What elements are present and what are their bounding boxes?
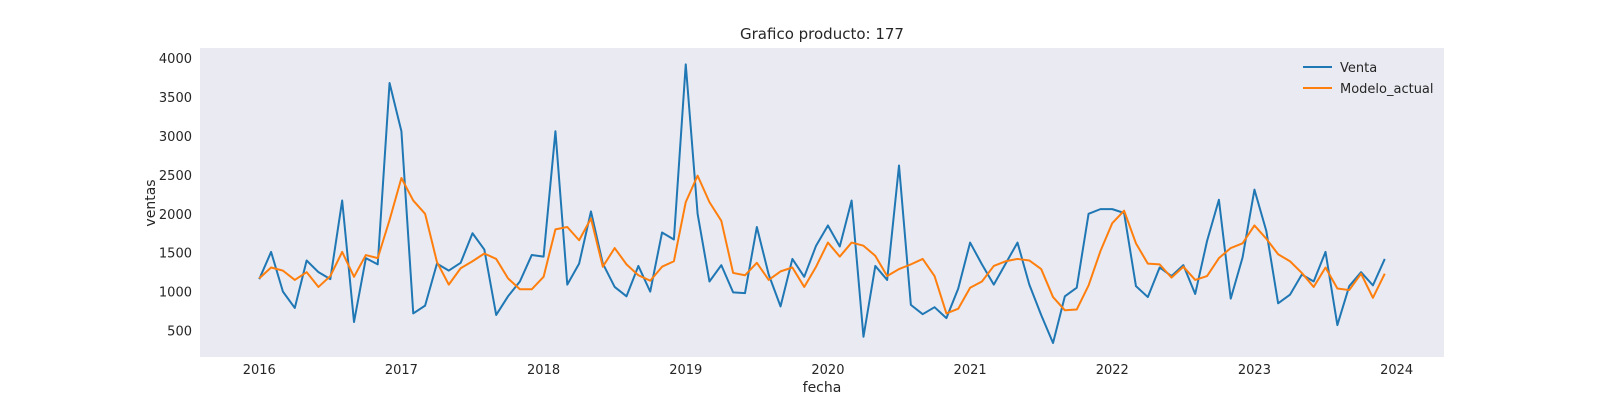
x-tick-label: 2017 <box>385 363 418 378</box>
y-tick-label: 1000 <box>159 286 192 301</box>
y-tick-label: 4000 <box>159 52 192 67</box>
y-tick-label: 500 <box>167 325 192 340</box>
plot-area <box>200 48 1444 357</box>
series-line-modelo-actual <box>258 174 1386 315</box>
y-tick-label: 3500 <box>159 91 192 106</box>
y-tick-label: 2000 <box>159 208 192 223</box>
y-tick-label: 3000 <box>159 130 192 145</box>
x-tick-label: 2022 <box>1096 363 1129 378</box>
x-axis-label: fecha <box>803 380 842 396</box>
axis-ticks: 500 1000 1500 2000 2500 3000 3500 4000 2016 2017 2… <box>159 52 1413 378</box>
series-lines <box>258 63 1386 344</box>
series-line-venta <box>258 63 1386 344</box>
legend: Venta Modelo_actual <box>1303 61 1434 97</box>
legend-label-venta: Venta <box>1340 61 1377 76</box>
legend-label-modelo-actual: Modelo_actual <box>1340 82 1434 97</box>
y-tick-label: 2500 <box>159 169 192 184</box>
x-tick-label: 2019 <box>669 363 702 378</box>
chart-title: Grafico producto: 177 <box>740 25 904 43</box>
y-tick-label: 1500 <box>159 247 192 262</box>
y-axis-label: ventas <box>143 179 159 226</box>
x-tick-label: 2020 <box>811 363 844 378</box>
x-tick-label: 2016 <box>243 363 276 378</box>
x-tick-label: 2023 <box>1238 363 1271 378</box>
x-tick-label: 2021 <box>954 363 987 378</box>
x-tick-label: 2018 <box>527 363 560 378</box>
x-tick-label: 2024 <box>1380 363 1413 378</box>
